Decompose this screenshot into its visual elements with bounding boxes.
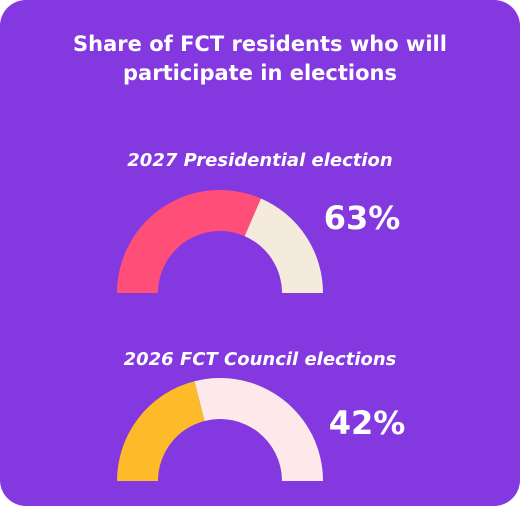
gauge-track xyxy=(244,198,323,293)
gauge-track xyxy=(194,377,323,481)
gauge-title: 2027 Presidential election xyxy=(127,150,392,171)
value-label: 63% xyxy=(324,199,401,237)
gauge-title: 2026 FCT Council elections xyxy=(124,349,397,370)
chart-title: Share of FCT residents who will particip… xyxy=(73,32,447,85)
value-label: 42% xyxy=(329,404,406,442)
gauge-value xyxy=(117,190,261,293)
gauge-value xyxy=(117,381,205,481)
